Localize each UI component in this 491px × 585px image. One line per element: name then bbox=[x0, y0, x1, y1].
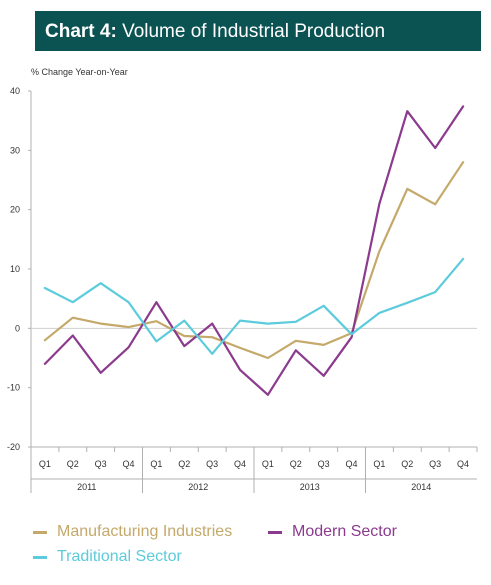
y-tick-label: -20 bbox=[7, 442, 20, 452]
legend-swatch-modern bbox=[268, 530, 282, 534]
x-tick-label: Q3 bbox=[206, 459, 218, 469]
legend-label-modern: Modern Sector bbox=[292, 523, 397, 540]
legend-swatch-manufacturing bbox=[33, 530, 47, 534]
chart-axes bbox=[28, 90, 478, 493]
x-tick-label: Q3 bbox=[429, 459, 441, 469]
legend-swatch-traditional bbox=[33, 555, 47, 559]
year-label: 2012 bbox=[188, 482, 208, 492]
year-label: 2013 bbox=[300, 482, 320, 492]
chart-title: Chart 4: Volume of Industrial Production bbox=[35, 11, 481, 51]
y-tick-label: 0 bbox=[15, 323, 20, 333]
legend-label-manufacturing: Manufacturing Industries bbox=[57, 523, 233, 540]
y-tick-label: 40 bbox=[10, 86, 20, 96]
chart-title-main: Volume of Industrial Production bbox=[122, 21, 386, 42]
series-line-modern bbox=[43, 105, 465, 396]
legend-item-traditional: Traditional Sector bbox=[33, 548, 182, 566]
y-tick-label: 20 bbox=[10, 205, 20, 215]
chart-legend: Manufacturing Industries Modern Sector T… bbox=[33, 523, 473, 575]
series-line-traditional bbox=[43, 257, 465, 355]
x-tick-label: Q4 bbox=[457, 459, 469, 469]
x-tick-label: Q1 bbox=[373, 459, 385, 469]
year-label: 2011 bbox=[77, 482, 96, 492]
chart-series bbox=[43, 105, 465, 396]
x-tick-label: Q2 bbox=[290, 459, 302, 469]
x-tick-label: Q4 bbox=[234, 459, 246, 469]
x-tick-label: Q4 bbox=[346, 459, 358, 469]
y-axis-label: % Change Year-on-Year bbox=[31, 67, 128, 77]
y-tick-label: 30 bbox=[10, 145, 20, 155]
x-tick-label: Q1 bbox=[262, 459, 274, 469]
line-chart: -20 -10 0 10 20 30 40 Q1 Q2 Q3 Q4 Q1 Q2 Q3 Q4 Q1 Q2 Q3 Q4 Q… bbox=[7, 86, 478, 493]
x-tick-label: Q2 bbox=[178, 459, 190, 469]
x-tick-label: Q3 bbox=[95, 459, 107, 469]
x-tick-label: Q1 bbox=[150, 459, 162, 469]
y-tick-label: 10 bbox=[10, 264, 20, 274]
x-tick-label: Q4 bbox=[123, 459, 135, 469]
y-tick-label: -10 bbox=[7, 383, 20, 393]
series-line-manufacturing bbox=[43, 161, 465, 360]
legend-label-traditional: Traditional Sector bbox=[57, 548, 182, 565]
x-tick-label: Q2 bbox=[401, 459, 413, 469]
chart-title-prefix: Chart 4: bbox=[45, 21, 117, 42]
legend-item-modern: Modern Sector bbox=[268, 523, 397, 541]
x-tick-label: Q3 bbox=[318, 459, 330, 469]
x-tick-label: Q2 bbox=[67, 459, 79, 469]
chart-tick-labels: -20 -10 0 10 20 30 40 Q1 Q2 Q3 Q4 Q1 Q2 Q3 Q4 Q1 Q2 Q3 Q4 Q… bbox=[7, 86, 469, 492]
year-label: 2014 bbox=[411, 482, 431, 492]
legend-item-manufacturing: Manufacturing Industries bbox=[33, 523, 232, 541]
x-tick-label: Q1 bbox=[39, 459, 51, 469]
